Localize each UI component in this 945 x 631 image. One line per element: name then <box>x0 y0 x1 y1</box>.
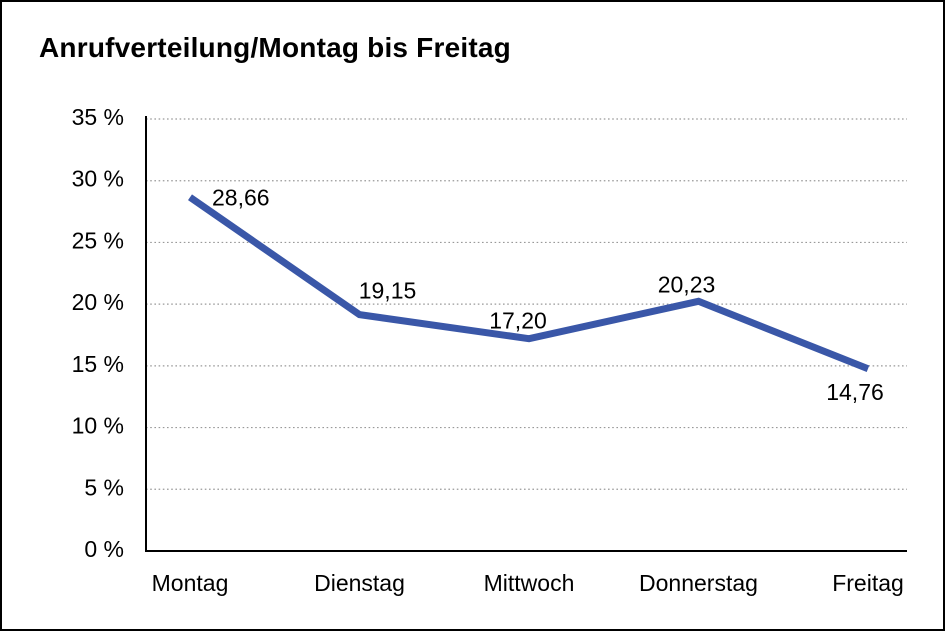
x-category-label: Montag <box>152 570 229 596</box>
x-category-label: Donnerstag <box>639 570 758 596</box>
chart-title: Anrufverteilung/Montag bis Freitag <box>39 32 511 63</box>
y-tick-label: 30 % <box>72 166 124 192</box>
data-point-label: 19,15 <box>359 278 417 304</box>
y-tick-label: 10 % <box>72 413 124 439</box>
data-point-label: 28,66 <box>212 184 270 210</box>
y-tick-label: 0 % <box>84 536 124 562</box>
y-tick-label: 35 % <box>72 104 124 130</box>
y-tick-label: 15 % <box>72 351 124 377</box>
x-category-label: Mittwoch <box>484 570 575 596</box>
x-category-label: Dienstag <box>314 570 405 596</box>
y-tick-label: 20 % <box>72 289 124 315</box>
y-tick-label: 5 % <box>84 474 124 500</box>
data-point-label: 14,76 <box>826 379 884 405</box>
data-series-line <box>188 194 870 373</box>
data-point-label: 20,23 <box>658 271 716 297</box>
y-tick-label: 25 % <box>72 227 124 253</box>
data-point-label: 17,20 <box>489 308 547 334</box>
x-category-label: Freitag <box>832 570 904 596</box>
